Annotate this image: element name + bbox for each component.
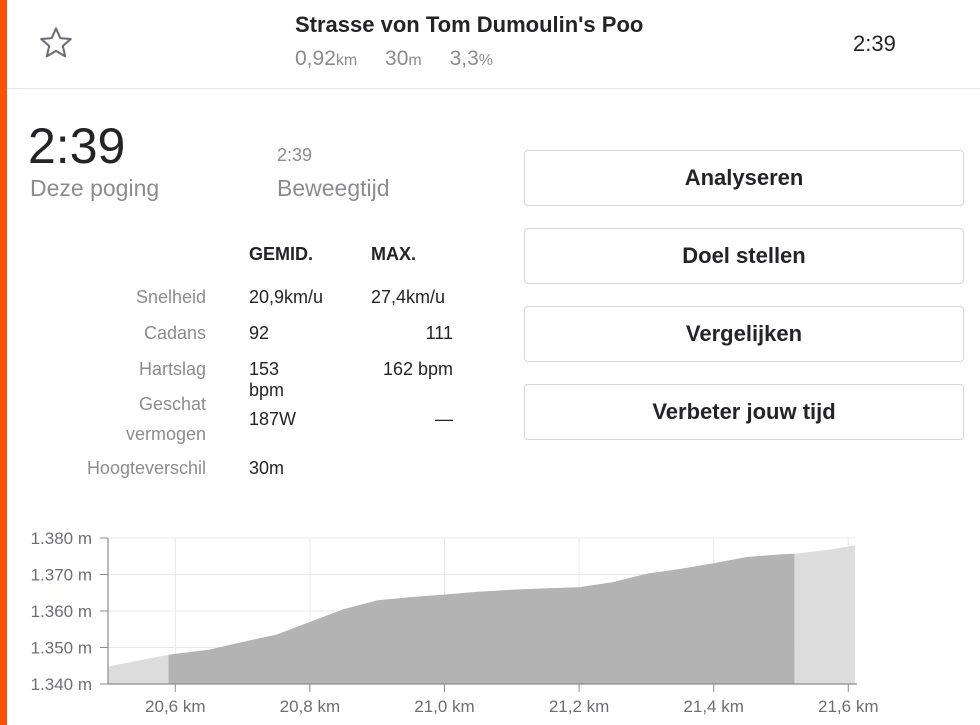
speed-avg: 20,9km/u: [249, 287, 324, 307]
x-tick-label: 21,2 km: [549, 697, 609, 716]
segment-grade-value: 3,3: [449, 47, 479, 70]
y-tick-label: 1.380 m: [31, 529, 92, 548]
set-goal-button[interactable]: Doel stellen: [524, 228, 964, 284]
cadence-max: 111: [425, 323, 453, 343]
speed-max: 27,4km/u: [371, 287, 446, 307]
moving-label: Beweegtijd: [277, 175, 390, 201]
segment-elevation-unit: m: [408, 52, 422, 69]
accent-bar: [0, 0, 7, 725]
heartrate-max: 162 bpm: [382, 359, 453, 379]
elevation-gain-avg: 30m: [249, 458, 285, 478]
elapsed-label: Deze poging: [30, 175, 160, 201]
segment-grade-unit: %: [478, 52, 494, 69]
segment-stats: 0,92km 30m 3,3%: [295, 47, 515, 71]
y-tick-label: 1.350 m: [31, 639, 92, 658]
row-label-elevation-gain: Hoogteverschil: [86, 458, 206, 478]
power-avg: 187W: [249, 409, 297, 429]
x-tick-label: 21,4 km: [683, 697, 743, 716]
row-label-power-line1: Geschat: [138, 394, 206, 414]
col-header-max: MAX.: [371, 244, 416, 264]
x-tick-label: 20,6 km: [145, 697, 205, 716]
row-label-heartrate: Hartslag: [138, 359, 206, 379]
segment-time: 2:39: [853, 31, 896, 56]
segment-distance-value: 0,92: [295, 47, 336, 70]
y-tick-label: 1.340 m: [31, 675, 92, 694]
cadence-avg: 92: [249, 323, 270, 343]
x-tick-label: 21,0 km: [414, 697, 474, 716]
row-label-cadence: Cadans: [143, 323, 206, 343]
y-tick-label: 1.370 m: [31, 566, 92, 585]
elevation-segment-area: [168, 553, 795, 684]
heartrate-avg: 153 bpm: [249, 359, 285, 400]
row-label-speed: Snelheid: [135, 287, 206, 307]
segment-elevation-value: 30: [385, 47, 409, 70]
analyze-button[interactable]: Analyseren: [524, 150, 964, 206]
segment-grade: 3,3%: [450, 47, 493, 70]
segment-header: Strasse von Tom Dumoulin's Poo 0,92km 30…: [7, 0, 980, 89]
col-header-avg: GEMID.: [249, 244, 314, 264]
x-tick-label: 20,8 km: [280, 697, 340, 716]
elevation-chart: 1.380 m 1.370 m 1.360 m 1.350 m 1.340 m 20,6 …: [31, 529, 879, 716]
compare-button[interactable]: Vergelijken: [524, 306, 964, 362]
elapsed-time: 2:39: [28, 118, 126, 174]
star-icon[interactable]: [37, 24, 75, 62]
improve-time-button[interactable]: Verbeter jouw tijd: [524, 384, 964, 440]
x-tick-label: 21,6 km: [818, 697, 878, 716]
segment-distance-unit: km: [335, 52, 358, 69]
segment-distance: 0,92km: [295, 47, 357, 70]
power-max: —: [435, 409, 453, 429]
segment-elevation: 30m: [385, 47, 422, 70]
moving-time: 2:39: [277, 145, 313, 165]
segment-title[interactable]: Strasse von Tom Dumoulin's Poo: [295, 12, 644, 37]
row-label-power-line2: vermogen: [125, 424, 206, 444]
y-tick-label: 1.360 m: [31, 602, 92, 621]
